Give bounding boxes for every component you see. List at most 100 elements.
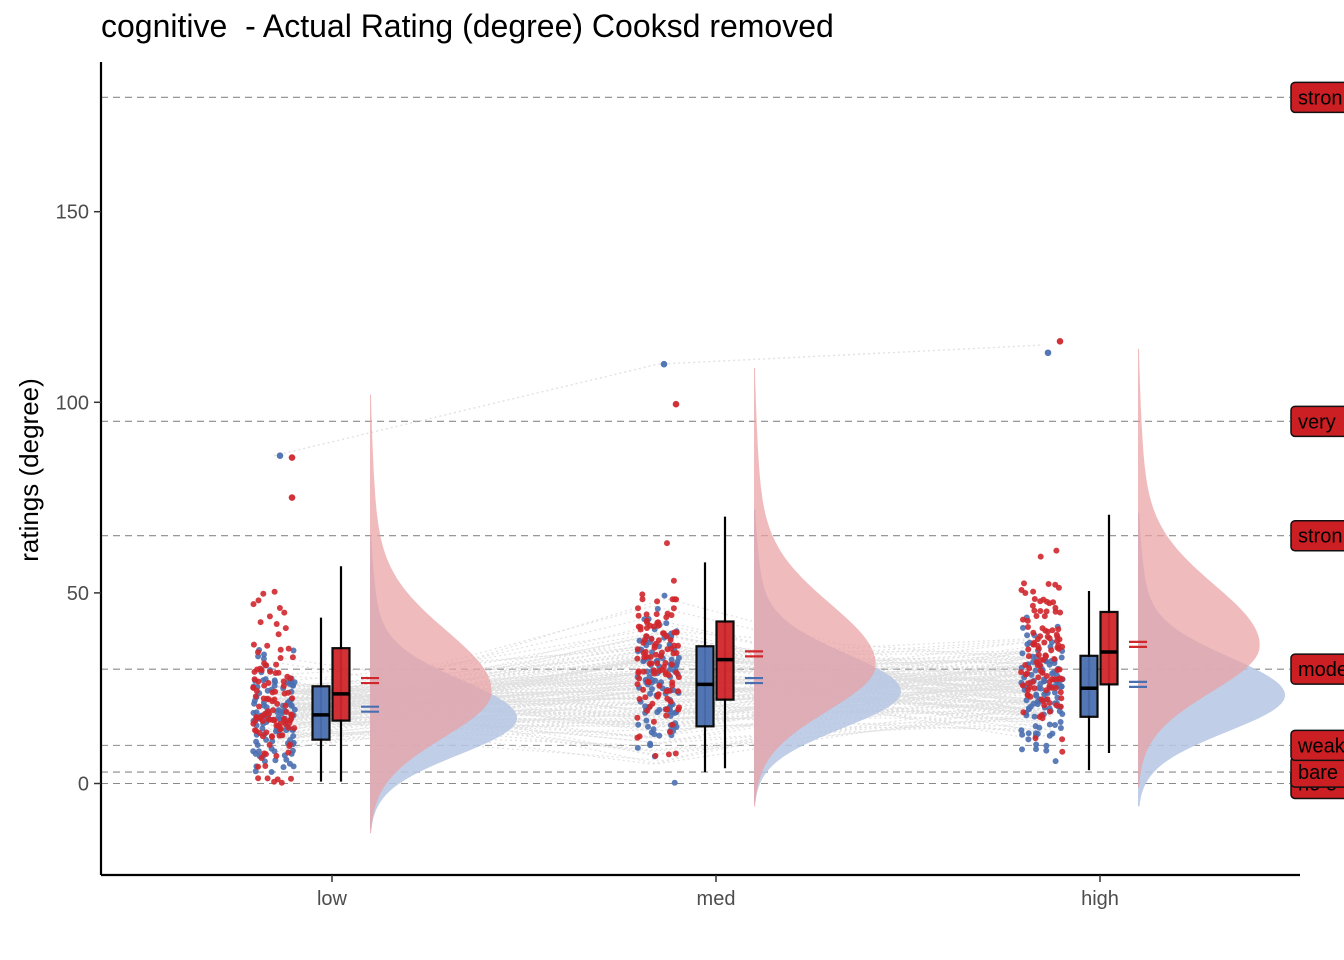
data-point	[1037, 685, 1044, 692]
data-point	[656, 706, 663, 713]
data-point	[1052, 581, 1059, 588]
data-point	[636, 675, 643, 682]
data-point	[1057, 725, 1064, 731]
data-point	[643, 617, 650, 624]
data-point	[673, 650, 680, 656]
data-point	[271, 696, 278, 703]
mean-marker-med-blue	[745, 676, 763, 685]
data-point	[668, 656, 675, 663]
data-point	[259, 718, 266, 724]
data-point	[649, 686, 655, 692]
data-point	[264, 642, 271, 649]
outlier-point	[288, 494, 296, 501]
data-point	[1058, 683, 1065, 690]
data-point	[1046, 708, 1053, 715]
data-point	[250, 641, 257, 648]
data-point	[1051, 656, 1058, 662]
data-point	[664, 540, 670, 547]
data-point	[652, 752, 659, 759]
data-point	[262, 710, 269, 717]
data-point	[1053, 547, 1060, 554]
data-point	[1019, 746, 1025, 753]
data-point	[278, 779, 285, 786]
mean-marker-med-red	[745, 650, 763, 658]
data-point	[1052, 684, 1059, 691]
data-point	[1036, 724, 1043, 731]
box	[695, 645, 715, 728]
data-point	[1037, 633, 1044, 640]
data-point	[1021, 580, 1027, 587]
paired-line	[284, 686, 1039, 732]
data-point	[1038, 696, 1045, 703]
data-point	[1040, 656, 1047, 663]
data-point	[640, 686, 647, 693]
data-point	[283, 709, 290, 715]
boxplot-low-red	[331, 566, 351, 782]
data-point	[1031, 639, 1038, 646]
data-point	[1018, 669, 1025, 676]
data-point	[280, 682, 287, 689]
data-point	[646, 660, 653, 667]
boxplot-low-blue	[311, 617, 331, 782]
data-point	[264, 775, 271, 782]
paired-line	[263, 679, 1033, 688]
reference-labels: no ebareweakmodestronverystron	[1290, 81, 1344, 800]
data-point	[255, 775, 262, 782]
data-point	[1020, 709, 1027, 716]
data-point	[1036, 713, 1043, 720]
data-point	[1059, 711, 1066, 717]
boxplot-high-blue	[1079, 590, 1099, 771]
data-point	[668, 661, 675, 668]
data-point	[1026, 665, 1033, 672]
chart-title: cognitive - Actual Rating (degree) Cooks…	[101, 8, 834, 44]
data-point	[1019, 682, 1026, 689]
data-point	[636, 696, 643, 702]
data-point	[1033, 741, 1040, 748]
data-point	[661, 592, 668, 599]
data-point	[651, 670, 658, 677]
data-point	[1025, 736, 1032, 743]
data-point	[1025, 646, 1032, 653]
data-point	[253, 728, 260, 734]
paired-line	[277, 702, 1039, 732]
reference-label-text: very	[1298, 411, 1336, 433]
data-point	[288, 775, 294, 782]
data-point	[653, 611, 660, 618]
box	[1079, 654, 1099, 718]
points-low	[250, 588, 298, 786]
data-point	[1033, 746, 1039, 753]
data-point	[1044, 633, 1051, 640]
outlier-point	[1044, 349, 1052, 357]
data-point	[1019, 731, 1026, 738]
data-point	[280, 764, 287, 771]
data-point	[642, 694, 649, 701]
mean-marker-high-blue	[1129, 680, 1147, 688]
data-point	[285, 749, 292, 756]
data-point	[1040, 596, 1047, 603]
data-point	[1031, 713, 1038, 720]
data-point	[271, 748, 278, 755]
data-point	[648, 635, 655, 642]
outlier-point	[672, 400, 680, 408]
data-point	[265, 696, 272, 703]
data-point	[1037, 553, 1044, 560]
data-point	[1041, 678, 1048, 685]
data-point	[260, 702, 267, 709]
data-point	[1020, 624, 1026, 631]
data-point	[251, 676, 258, 683]
y-axis-title: ratings (degree)	[14, 378, 44, 562]
data-point	[1052, 722, 1058, 728]
data-point	[1046, 732, 1053, 739]
data-point	[1058, 676, 1065, 683]
data-point	[282, 702, 289, 709]
data-point	[1059, 736, 1066, 743]
data-point	[1030, 678, 1036, 685]
data-point	[1024, 670, 1031, 677]
data-point	[1055, 626, 1062, 633]
data-point	[1043, 673, 1050, 679]
data-point	[287, 675, 294, 682]
data-point	[255, 763, 262, 770]
boxplot-high-red	[1099, 514, 1119, 754]
data-point	[660, 630, 666, 637]
